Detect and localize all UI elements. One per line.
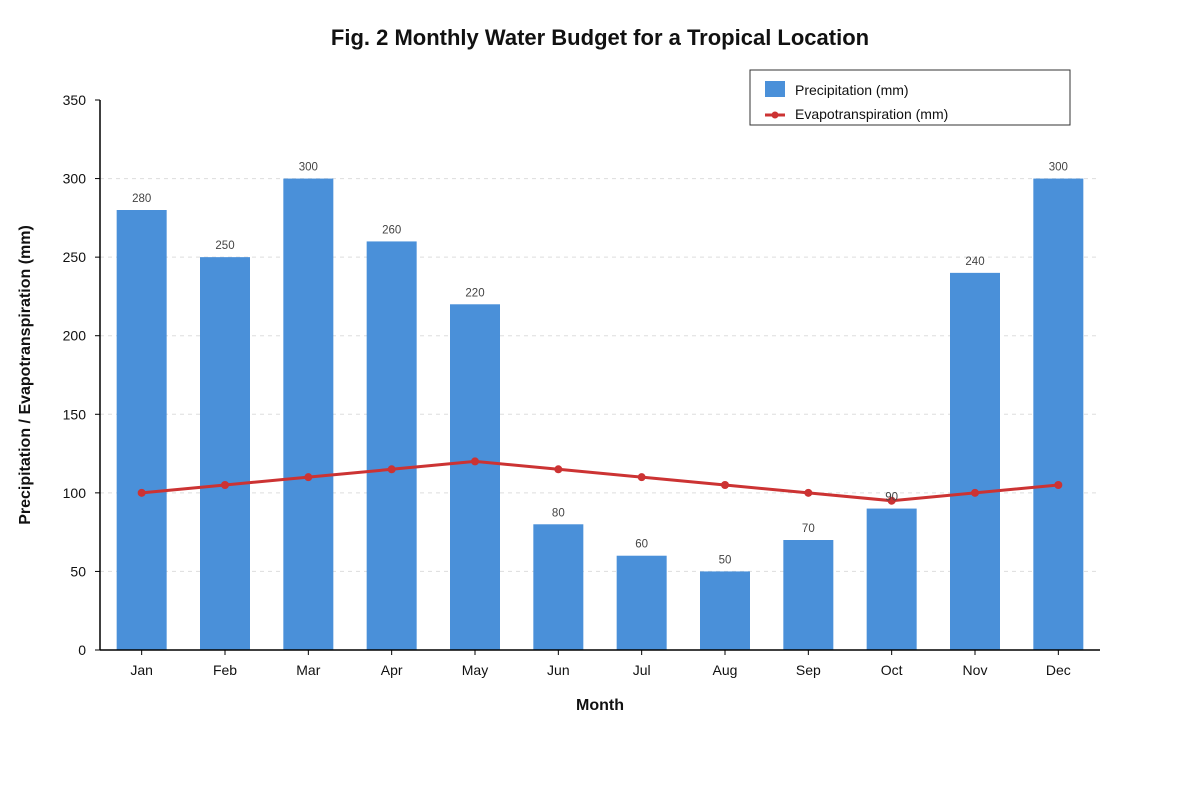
legend: Precipitation (mm) Evapotranspiration (m… [749, 69, 1071, 126]
gridlines [100, 178, 1100, 572]
x-tick-label-jul: Jul [633, 662, 651, 678]
bar-feb [200, 257, 250, 650]
legend-box [749, 69, 1071, 126]
bar-jul [616, 555, 667, 650]
bar-jun [533, 524, 584, 650]
bar-value-label-may: 220 [465, 287, 484, 299]
x-tick-labels: Jan Feb Mar Apr May Jun Jul Aug Sep Oct Nov Dec [130, 662, 1070, 678]
x-tick-label-jan: Jan [130, 662, 153, 678]
bar-apr [366, 241, 417, 650]
x-tick-label-sep: Sep [796, 662, 821, 678]
legend-marker-evapotranspiration [771, 111, 779, 119]
evapotranspiration-point-mar [304, 473, 313, 482]
bar-value-label-jun: 80 [552, 507, 565, 519]
y-axis-label: Precipitation / Evapotranspiration (mm) [17, 225, 34, 525]
evapotranspiration-point-apr [387, 465, 396, 474]
x-tick-label-apr: Apr [381, 662, 403, 678]
bar-value-label-jan: 280 [132, 193, 151, 205]
evapotranspiration-point-may [471, 457, 479, 466]
bar-nov [950, 272, 1000, 650]
bar-value-label-jul: 60 [635, 539, 648, 551]
x-tick-label-mar: Mar [296, 662, 320, 678]
legend-label-evapotranspiration: Evapotranspiration (mm) [795, 106, 948, 122]
y-tick-label: 50 [70, 563, 86, 579]
evapotranspiration-point-sep [804, 488, 813, 497]
bar-value-label-sep: 70 [802, 523, 815, 535]
y-tick-label: 200 [63, 328, 87, 344]
bar-value-label-feb: 250 [215, 240, 234, 252]
bar-dec [1033, 178, 1084, 651]
evapotranspiration-line [137, 457, 1063, 505]
x-tick-label-jun: Jun [547, 662, 570, 678]
bar-mar [283, 178, 334, 651]
y-tick-label: 300 [63, 171, 87, 187]
evapotranspiration-point-jun [554, 465, 563, 474]
x-tick-label-nov: Nov [963, 662, 988, 678]
y-tick-label: 150 [63, 406, 87, 422]
bar-value-label-oct: 90 [885, 492, 898, 504]
y-tick-label: 350 [63, 92, 87, 108]
bar-sep [783, 540, 834, 650]
bar-value-label-apr: 260 [382, 224, 401, 236]
x-tick-label-aug: Aug [713, 662, 738, 678]
evapotranspiration-point-nov [971, 488, 979, 497]
y-tick-labels: 0 50 100 150 200 250 300 350 [63, 92, 87, 658]
bar-jan [116, 210, 167, 650]
y-tick-label: 0 [78, 642, 86, 658]
bar-aug [700, 571, 750, 650]
bar-oct [866, 508, 917, 650]
bar-value-label-nov: 240 [965, 256, 984, 268]
evapotranspiration-point-oct [887, 496, 896, 505]
evapotranspiration-point-dec [1054, 481, 1063, 489]
y-tick-label: 250 [63, 249, 87, 265]
evapotranspiration-series-line [141, 459, 1059, 503]
evapotranspiration-point-aug [721, 481, 729, 489]
x-tick-label-may: May [462, 662, 488, 678]
x-tick-label-oct: Oct [881, 662, 903, 678]
bar-data-labels: 280 250 300 260 220 80 60 50 70 90 240 300 [132, 162, 1068, 567]
evapotranspiration-point-feb [221, 481, 229, 489]
y-tick-label: 100 [63, 485, 87, 501]
x-axis-label: Month [576, 697, 624, 714]
x-tick-label-feb: Feb [213, 662, 237, 678]
bar-value-label-aug: 50 [719, 554, 732, 566]
bar-value-label-mar: 300 [299, 162, 318, 174]
bar-value-label-dec: 300 [1049, 162, 1068, 174]
precipitation-bars [116, 178, 1084, 651]
evapotranspiration-point-jan [137, 488, 146, 497]
chart-title: Fig. 2 Monthly Water Budget for a Tropic… [331, 25, 869, 50]
bar-may [450, 304, 500, 650]
legend-swatch-precipitation [765, 81, 785, 97]
axes [95, 99, 1100, 655]
legend-label-precipitation: Precipitation (mm) [795, 82, 909, 98]
evapotranspiration-point-jul [637, 473, 646, 482]
x-tick-label-dec: Dec [1046, 662, 1071, 678]
